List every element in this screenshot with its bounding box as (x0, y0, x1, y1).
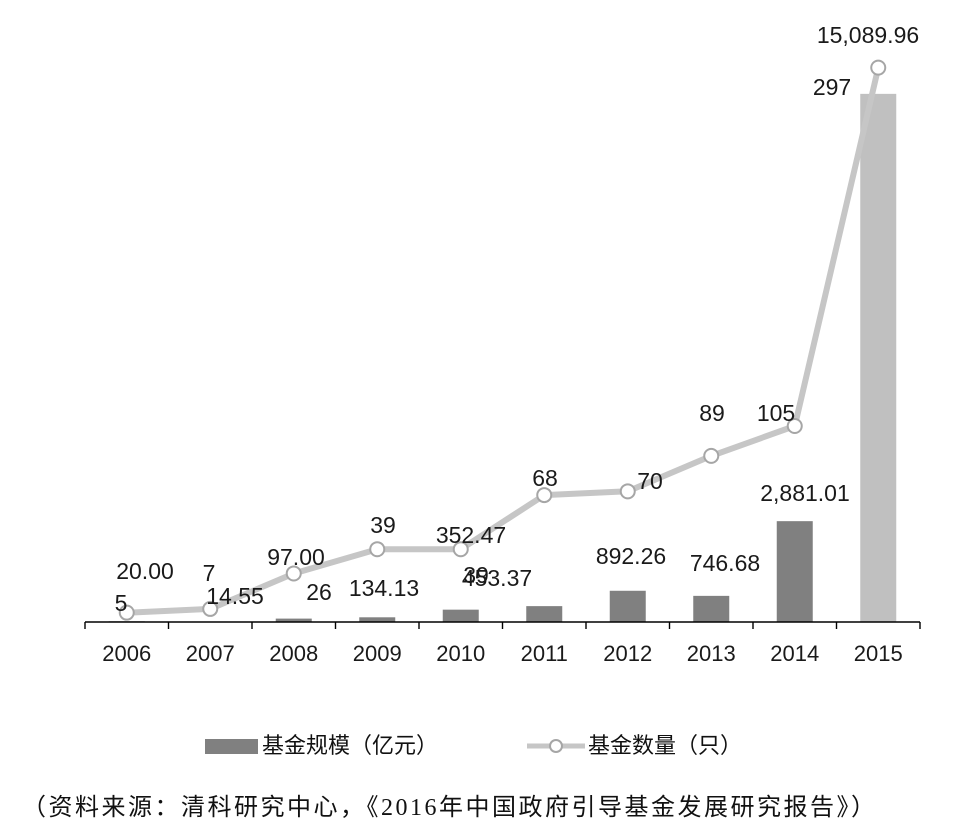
line-point-2010 (452, 541, 469, 558)
bar-label-2010: 352.47 (436, 522, 506, 548)
bar-2008 (275, 618, 312, 622)
line-point-2013 (703, 447, 720, 464)
bar-2015 (860, 93, 897, 623)
legend-bar-swatch (205, 739, 258, 754)
line-point-2009 (369, 541, 386, 558)
legend-line-marker (549, 739, 563, 753)
line-point-2011 (536, 487, 553, 504)
bar-2013 (693, 595, 730, 622)
legend-line-swatch (527, 739, 585, 753)
line-point-2006 (118, 604, 135, 621)
x-tick-label-2010: 2010 (436, 641, 485, 666)
bar-2011 (526, 606, 563, 622)
line-label-2015: 297 (813, 74, 851, 100)
line-label-2011: 68 (532, 465, 558, 491)
bar-2012 (609, 590, 646, 622)
legend-item-fund-count: 基金数量（只） (525, 733, 755, 759)
line-point-2015 (870, 59, 887, 76)
x-tick-label-2008: 2008 (269, 641, 318, 666)
bar-label-2015: 15,089.96 (817, 22, 919, 48)
bar-2009 (359, 617, 396, 622)
bar-label-2012: 892.26 (596, 543, 666, 569)
bar-2014 (776, 521, 813, 622)
bar-label-2006: 20.00 (116, 558, 174, 584)
bar-label-2007: 14.55 (206, 583, 264, 609)
x-tick-label-2012: 2012 (603, 641, 652, 666)
x-tick-label-2009: 2009 (353, 641, 402, 666)
x-tick-label-2007: 2007 (186, 641, 235, 666)
legend-item-fund-size: 基金规模（亿元） (205, 733, 445, 759)
line-label-2006: 5 (115, 590, 128, 616)
legend-label-fund-size: 基金规模（亿元） (262, 733, 439, 758)
x-tick-label-2011: 2011 (521, 641, 568, 666)
bar-label-2014: 2,881.01 (760, 480, 850, 506)
line-label-2012: 70 (637, 468, 663, 494)
fund-count-line (123, 64, 882, 616)
bar-2010 (442, 609, 479, 622)
line-point-2007 (202, 600, 219, 617)
line-label-2013: 89 (699, 400, 725, 426)
bar-label-2013: 746.68 (690, 550, 760, 576)
legend-label-fund-count: 基金数量（只） (588, 733, 743, 758)
fund-chart: 2006 2007 2008 2009 2010 2011 2012 2013 2014 2015… (84, 22, 921, 666)
legend: 基金规模（亿元） 基金数量（只） (0, 733, 962, 759)
bar-label-2009: 134.13 (349, 575, 419, 601)
line-label-2009: 39 (370, 512, 396, 538)
line-label-2007: 7 (203, 560, 216, 586)
line-label-2010: 39 (463, 562, 489, 588)
x-tick-label-2013: 2013 (687, 641, 736, 666)
line-point-2008 (285, 565, 302, 582)
x-tick-label-2015: 2015 (854, 641, 903, 666)
line-point-2014 (786, 418, 803, 434)
source-note: （资料来源：清科研究中心，《2016年中国政府引导基金发展研究报告》） (22, 795, 878, 821)
line-label-2014: 105 (757, 400, 795, 426)
line-point-2012 (619, 483, 636, 500)
bar-label-2011: 453.37 (462, 565, 532, 591)
x-tick-label-2014: 2014 (770, 641, 819, 666)
bar-label-2008: 97.00 (267, 544, 325, 570)
x-tick-label-2006: 2006 (102, 641, 151, 666)
line-label-2008: 26 (306, 579, 332, 605)
